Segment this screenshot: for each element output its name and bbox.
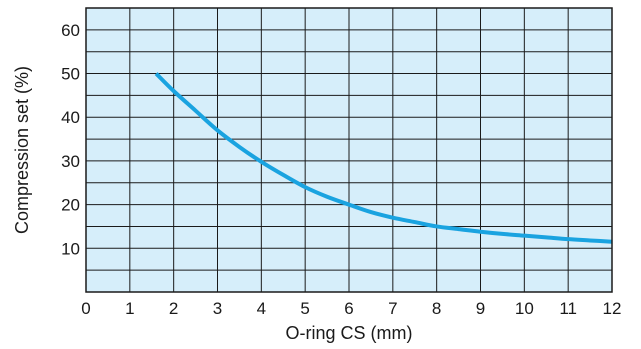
x-tick-label: 1: [125, 299, 134, 318]
x-tick-label: 12: [603, 299, 622, 318]
x-tick-labels: 0 1 2 3 4 5 6 7 8 9 10 11 12: [81, 299, 621, 318]
x-tick-label: 5: [300, 299, 309, 318]
x-tick-label: 4: [257, 299, 266, 318]
x-tick-label: 2: [169, 299, 178, 318]
y-tick-label: 50: [61, 65, 80, 84]
series-layer: [154, 72, 613, 244]
x-tick-label: 6: [344, 299, 353, 318]
x-tick-label: 10: [515, 299, 534, 318]
x-tick-label: 0: [81, 299, 90, 318]
grid: [85, 8, 613, 292]
y-tick-label: 30: [61, 152, 80, 171]
x-tick-label: 9: [476, 299, 485, 318]
series-line: [154, 72, 613, 244]
y-tick-label: 20: [61, 196, 80, 215]
y-tick-labels: 10 20 30 40 50 60: [61, 21, 80, 258]
y-tick-label: 10: [61, 239, 80, 258]
x-tick-label: 7: [388, 299, 397, 318]
y-axis-title: Compression set (%): [12, 66, 32, 234]
x-tick-label: 3: [213, 299, 222, 318]
x-tick-label: 8: [432, 299, 441, 318]
plot-frame: [85, 7, 613, 293]
x-tick-label: 11: [559, 299, 577, 318]
y-tick-label: 40: [61, 108, 80, 127]
x-axis-title: O-ring CS (mm): [286, 323, 413, 343]
y-tick-label: 60: [61, 21, 80, 40]
